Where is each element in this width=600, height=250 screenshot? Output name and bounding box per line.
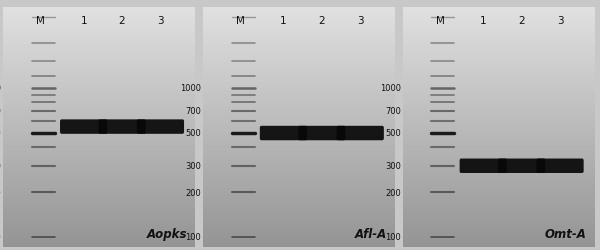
FancyBboxPatch shape xyxy=(498,159,545,173)
Text: M: M xyxy=(36,16,45,26)
Text: 100: 100 xyxy=(0,232,1,241)
Text: 700: 700 xyxy=(385,107,401,116)
Text: 500: 500 xyxy=(385,129,401,138)
Text: 1: 1 xyxy=(280,16,287,26)
Text: Afl-A: Afl-A xyxy=(355,227,387,240)
Text: 500: 500 xyxy=(0,129,1,138)
FancyBboxPatch shape xyxy=(60,120,107,134)
Text: 200: 200 xyxy=(385,188,401,197)
Text: 1: 1 xyxy=(80,16,87,26)
FancyBboxPatch shape xyxy=(298,126,346,141)
Text: 1: 1 xyxy=(480,16,487,26)
Text: 200: 200 xyxy=(0,188,1,197)
Text: 2: 2 xyxy=(119,16,125,26)
Text: 3: 3 xyxy=(557,16,563,26)
Text: 1000: 1000 xyxy=(180,84,201,93)
Text: 100: 100 xyxy=(385,232,401,241)
FancyBboxPatch shape xyxy=(260,126,307,141)
Text: 1000: 1000 xyxy=(0,84,1,93)
Text: 300: 300 xyxy=(0,162,1,170)
Text: 2: 2 xyxy=(518,16,525,26)
Text: 700: 700 xyxy=(0,107,1,116)
FancyBboxPatch shape xyxy=(460,159,507,173)
Text: 500: 500 xyxy=(185,129,201,138)
Text: M: M xyxy=(236,16,245,26)
Text: 1000: 1000 xyxy=(380,84,401,93)
FancyBboxPatch shape xyxy=(137,120,184,134)
Text: 700: 700 xyxy=(185,107,201,116)
Text: 3: 3 xyxy=(157,16,164,26)
FancyBboxPatch shape xyxy=(536,159,584,173)
Text: Aopks: Aopks xyxy=(147,227,187,240)
Text: 300: 300 xyxy=(185,162,201,170)
FancyBboxPatch shape xyxy=(98,120,146,134)
Text: 300: 300 xyxy=(385,162,401,170)
Text: 100: 100 xyxy=(185,232,201,241)
Text: M: M xyxy=(436,16,445,26)
Text: 200: 200 xyxy=(185,188,201,197)
Text: Omt-A: Omt-A xyxy=(545,227,587,240)
Text: 2: 2 xyxy=(319,16,325,26)
Text: 3: 3 xyxy=(357,16,364,26)
FancyBboxPatch shape xyxy=(337,126,384,141)
